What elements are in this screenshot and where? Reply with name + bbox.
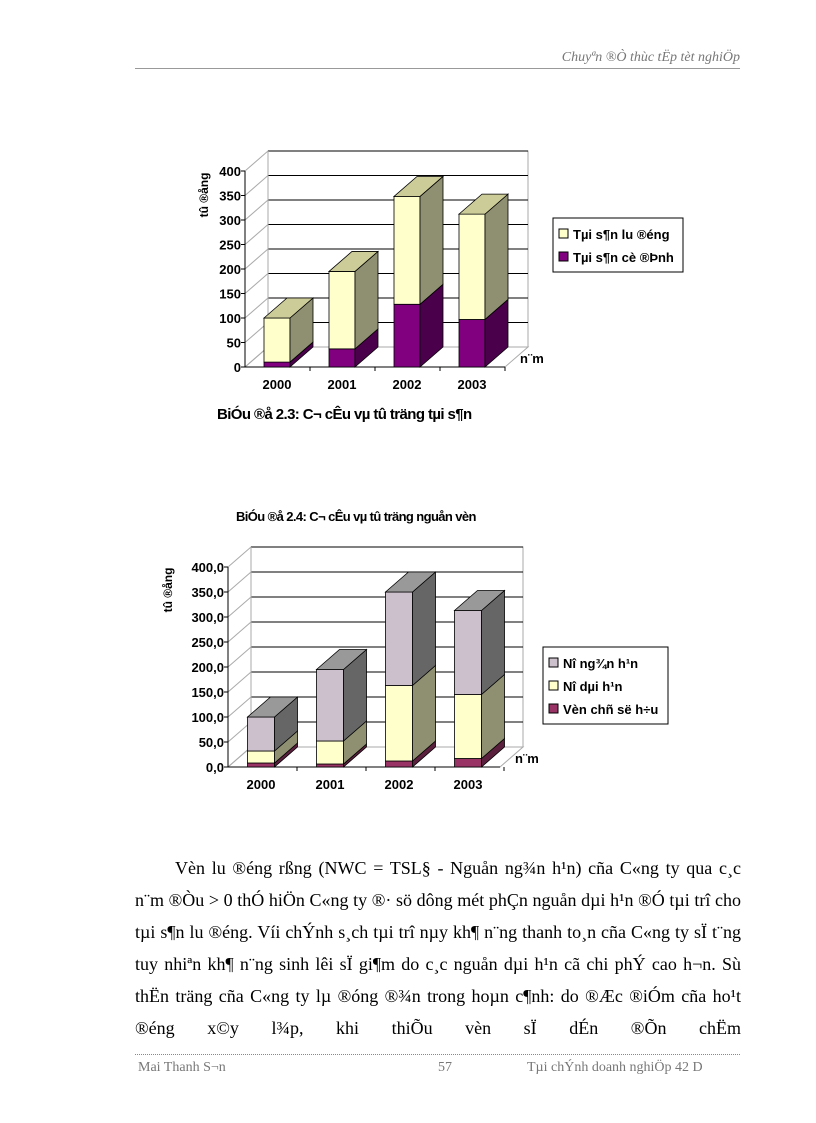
bar-top	[453, 590, 506, 611]
bar-top	[457, 193, 510, 215]
bar-2003-1	[458, 213, 486, 320]
y-tick-label: 300,0	[191, 610, 224, 625]
y-tick-label: 350,0	[191, 585, 224, 600]
bar-2000-0	[247, 762, 275, 768]
x-tick-label: 2002	[385, 777, 414, 792]
y-tick-label: 100,0	[191, 710, 224, 725]
legend-label: Nî ng¾n h¹n	[563, 656, 638, 671]
gridline-depth	[244, 273, 269, 294]
x-tick-label: 2001	[316, 777, 345, 792]
y-tick-label: 150	[219, 287, 241, 302]
bar-side	[484, 193, 509, 321]
y-tick-label: 200,0	[191, 660, 224, 675]
y-tick-label: 250	[219, 238, 241, 253]
y-tick-label: 400,0	[191, 560, 224, 575]
bar-2002-1	[385, 685, 413, 762]
legend-swatch	[548, 680, 559, 691]
y-tick-label: 200	[219, 262, 241, 277]
bar-2002-0	[385, 760, 413, 768]
bar-top	[246, 696, 299, 718]
bar-2001-0	[316, 763, 344, 768]
bar-2001-1	[328, 271, 356, 350]
gridline-depth	[227, 671, 252, 693]
x-axis-title: n¨m	[520, 351, 544, 366]
bar-2000-1	[247, 750, 275, 764]
gridline-depth	[244, 150, 269, 172]
gridline-depth	[227, 571, 252, 593]
x-axis-title: n¨m	[515, 751, 539, 766]
legend-label: Tµi s¶n l­u ®éng	[573, 227, 670, 242]
bar-2001-0	[328, 348, 356, 368]
legend-swatch	[558, 251, 569, 262]
bar-2001-2	[316, 669, 344, 742]
footer-author: Mai Thanh S¬n	[138, 1060, 226, 1075]
gridline-depth	[244, 199, 269, 221]
gridline-depth	[244, 248, 269, 270]
legend-label: Vèn chñ së h÷u	[563, 702, 658, 717]
bar-top	[315, 649, 368, 670]
gridline-depth	[227, 621, 252, 643]
y-tick-label: 50,0	[199, 735, 224, 750]
legend	[552, 217, 684, 273]
y-tick-label: 250,0	[191, 635, 224, 650]
footer-class: Tµi chÝnh doanh nghiÖp 42 D	[527, 1060, 703, 1075]
legend-swatch	[548, 657, 559, 668]
header-divider	[135, 68, 740, 69]
bar-2003-2	[454, 610, 482, 695]
gridline-depth	[244, 175, 269, 196]
bar-side	[419, 175, 444, 306]
body-text: Vèn l­u ®éng rßng (NWC = TSL§ - Nguån ng…	[135, 852, 741, 1044]
bar-top	[384, 571, 437, 593]
y-tick-label: 50	[227, 336, 241, 351]
y-tick-label: 0	[234, 360, 241, 375]
x-tick-label: 2002	[393, 377, 422, 392]
legend	[542, 646, 669, 725]
x-tick-label: 2003	[458, 377, 487, 392]
x-tick-label: 2003	[454, 777, 483, 792]
y-tick-label: 150,0	[191, 685, 224, 700]
chart-caption: BiÓu ®å 2.3: C¬ cÊu vµ tû träng tµi s¶n	[217, 406, 472, 423]
legend-swatch	[548, 703, 559, 714]
y-axis-title: tû ®ång	[197, 173, 211, 218]
x-tick-label: 2000	[263, 377, 292, 392]
bar-2002-2	[385, 591, 413, 686]
legend-swatch	[558, 228, 569, 239]
gridline-depth	[244, 297, 269, 319]
gridline-depth	[227, 596, 252, 618]
page-number: 57	[438, 1060, 452, 1075]
bar-2000-2	[247, 716, 275, 752]
bar-2003-0	[454, 758, 482, 768]
y-tick-label: 100	[219, 311, 241, 326]
footer-divider	[135, 1054, 740, 1055]
chart-capital-structure: 0,0 50,0 100,0 150,0 200,0 250,0 300,0 350,0 400…	[161, 546, 669, 792]
gridline-depth	[227, 646, 252, 668]
x-tick-label: 2000	[247, 777, 276, 792]
y-axis-title: tû ®ång	[161, 568, 175, 613]
y-tick-label: 0,0	[206, 760, 224, 775]
gridline-depth	[227, 546, 252, 568]
legend-label: Nî dµi h¹n	[563, 679, 623, 694]
chart-asset-structure: 0 50 100 150 200 250 300 350 400 2000 2001 2002 2003…	[197, 150, 684, 392]
legend-label: Tµi s¶n cè ®Þnh	[573, 250, 674, 265]
gridline-depth	[244, 224, 269, 245]
y-tick-label: 350	[219, 189, 241, 204]
x-tick-label: 2001	[328, 377, 357, 392]
bar-top	[262, 297, 315, 319]
bar-2003-1	[454, 694, 482, 759]
chart-title: BiÓu ®å 2.4: C¬ cÊu vµ tû träng nguån vè…	[236, 509, 476, 524]
bar-2000-1	[263, 317, 291, 363]
page-header: Chuyªn ®Ò thùc tËp tèt nghiÖp	[561, 50, 740, 65]
y-tick-label: 300	[219, 213, 241, 228]
bar-top	[327, 251, 380, 272]
gridline-depth	[227, 696, 252, 718]
bar-top	[392, 176, 445, 197]
bar-2002-0	[393, 303, 421, 368]
bar-2003-0	[458, 319, 486, 368]
bar-2000-0	[263, 361, 291, 368]
bar-2002-1	[393, 196, 421, 305]
y-tick-label: 400	[219, 164, 241, 179]
bar-2001-1	[316, 740, 344, 765]
paragraph: Vèn l­u ®éng rßng (NWC = TSL§ - Nguån ng…	[135, 858, 741, 1038]
